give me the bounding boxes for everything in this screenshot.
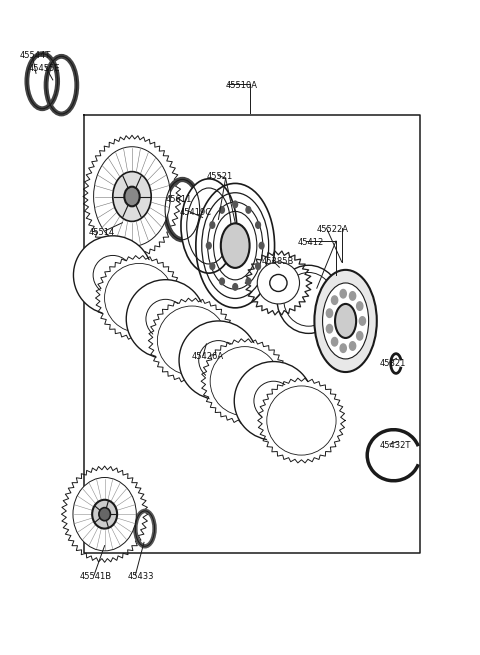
Text: 45419C: 45419C: [180, 208, 212, 217]
Circle shape: [206, 242, 211, 249]
Ellipse shape: [277, 265, 340, 333]
Ellipse shape: [262, 381, 341, 460]
Circle shape: [259, 242, 264, 249]
Ellipse shape: [257, 262, 300, 304]
Circle shape: [357, 302, 363, 310]
Ellipse shape: [93, 255, 132, 295]
Circle shape: [210, 221, 215, 229]
Ellipse shape: [205, 342, 284, 421]
Text: 45510A: 45510A: [226, 81, 258, 90]
Ellipse shape: [99, 508, 110, 521]
Ellipse shape: [146, 299, 185, 339]
Circle shape: [340, 344, 347, 352]
Text: 45455E: 45455E: [29, 64, 60, 73]
Ellipse shape: [100, 259, 179, 337]
Ellipse shape: [270, 274, 287, 291]
Text: 45541B: 45541B: [79, 572, 111, 581]
Ellipse shape: [210, 346, 279, 416]
Ellipse shape: [335, 304, 356, 338]
Ellipse shape: [73, 236, 152, 314]
Circle shape: [349, 291, 356, 300]
Text: 45611: 45611: [166, 195, 192, 204]
Circle shape: [256, 263, 261, 270]
Circle shape: [233, 201, 238, 208]
Text: 45821: 45821: [379, 359, 406, 368]
Circle shape: [326, 309, 333, 318]
Circle shape: [349, 342, 356, 350]
Text: 45544T: 45544T: [19, 51, 50, 60]
Circle shape: [359, 317, 366, 325]
Ellipse shape: [181, 179, 237, 273]
Circle shape: [246, 278, 251, 285]
Ellipse shape: [113, 172, 151, 221]
Ellipse shape: [73, 477, 136, 551]
Circle shape: [246, 206, 251, 213]
Text: 45433: 45433: [127, 572, 154, 581]
Ellipse shape: [94, 147, 170, 246]
Text: 45426A: 45426A: [192, 352, 224, 362]
Circle shape: [210, 263, 215, 270]
Ellipse shape: [267, 386, 336, 455]
Circle shape: [219, 278, 224, 285]
Circle shape: [219, 206, 225, 213]
Ellipse shape: [126, 280, 205, 358]
Ellipse shape: [234, 362, 313, 440]
Circle shape: [326, 324, 333, 333]
Ellipse shape: [284, 272, 334, 326]
Ellipse shape: [124, 187, 140, 206]
Ellipse shape: [199, 341, 238, 380]
Ellipse shape: [187, 188, 231, 264]
Ellipse shape: [179, 321, 258, 400]
Circle shape: [256, 221, 261, 229]
Circle shape: [340, 290, 347, 298]
Ellipse shape: [323, 283, 369, 359]
Text: 45432T: 45432T: [379, 441, 410, 450]
Ellipse shape: [314, 270, 377, 372]
Circle shape: [332, 337, 338, 346]
Ellipse shape: [254, 381, 293, 421]
Circle shape: [357, 331, 363, 340]
Text: 45514: 45514: [89, 228, 115, 237]
Text: 45522A: 45522A: [317, 225, 349, 234]
Ellipse shape: [92, 500, 117, 529]
Ellipse shape: [73, 236, 152, 314]
Ellipse shape: [153, 301, 231, 380]
Circle shape: [332, 296, 338, 305]
Circle shape: [233, 284, 238, 290]
Text: 45521: 45521: [206, 172, 233, 181]
Ellipse shape: [221, 223, 250, 268]
Ellipse shape: [179, 321, 258, 400]
Ellipse shape: [126, 280, 205, 358]
Text: 45385B: 45385B: [262, 257, 294, 267]
Ellipse shape: [157, 306, 227, 375]
Ellipse shape: [234, 362, 313, 440]
Ellipse shape: [105, 263, 174, 333]
Text: 45412: 45412: [298, 238, 324, 247]
